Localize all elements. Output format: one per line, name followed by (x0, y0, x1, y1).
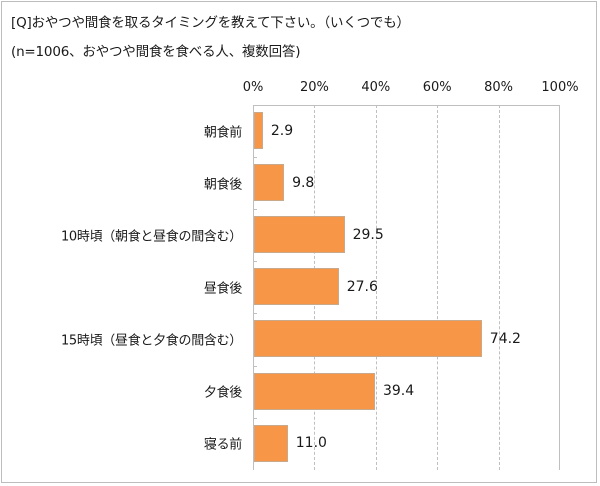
category-label: 昼食後 (203, 281, 242, 297)
x-tick-label: 100% (541, 80, 579, 95)
data-label: 29.5 (352, 226, 384, 243)
x-tick-label: 80% (484, 80, 514, 95)
data-label: 11.0 (295, 435, 327, 452)
bar (254, 216, 345, 254)
y-tick-mark (253, 261, 257, 263)
category-label: 朝食前 (203, 125, 242, 140)
y-tick-mark (253, 365, 257, 367)
category-label: 寝る前 (203, 437, 242, 453)
data-label: 39.4 (382, 383, 415, 399)
y-tick-mark (253, 209, 257, 211)
x-tick-label: 60% (422, 80, 452, 95)
data-label: 74.2 (489, 330, 521, 347)
bar (254, 424, 288, 462)
bar (254, 268, 339, 306)
plot-area (253, 105, 560, 470)
category-label: 15時頃（昼食と夕食の間含む） (60, 333, 242, 349)
chart-title: [Q]おやつや間食を取るタイミングを教えて下さい。（いくつでも） (11, 15, 410, 31)
data-label: 2.9 (270, 122, 294, 139)
category-label: 夕食後 (203, 385, 242, 401)
gridline (498, 105, 500, 470)
bar (254, 164, 285, 202)
data-label: 9.8 (292, 174, 315, 191)
y-tick-mark (253, 157, 257, 159)
chart-subtitle: (n=1006、おやつや間食を食べる人、複数回答) (11, 44, 301, 60)
data-label: 27.6 (346, 278, 378, 295)
bar (254, 320, 482, 358)
gridline (437, 105, 439, 470)
y-tick-mark (253, 417, 257, 419)
y-tick-mark (253, 313, 257, 315)
bar (254, 112, 263, 149)
gridline (375, 105, 377, 470)
bar (254, 372, 375, 410)
x-tick-label: 40% (361, 80, 391, 95)
x-tick-label: 0% (242, 80, 264, 95)
category-label: 朝食後 (203, 177, 242, 193)
category-label: 10時頃（朝食と昼食の間含む） (60, 229, 242, 245)
x-tick-label: 20% (299, 80, 329, 95)
